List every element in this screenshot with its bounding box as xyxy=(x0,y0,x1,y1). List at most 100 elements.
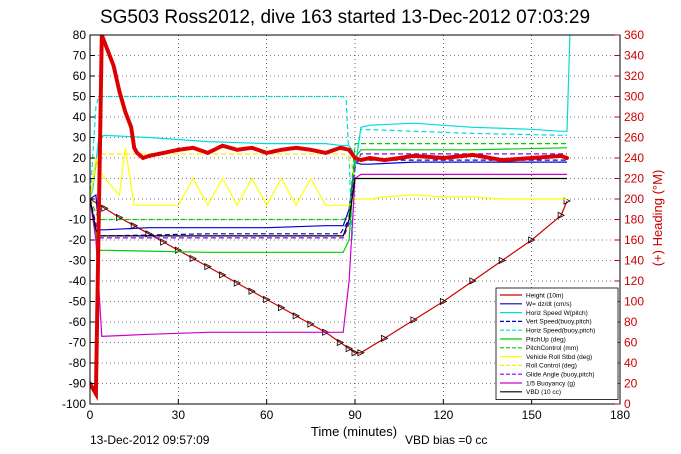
legend-entry: Horiz Speed W(pitch) xyxy=(526,310,588,317)
series-heading-line xyxy=(90,35,569,402)
y-tick-label: 10 xyxy=(73,172,87,186)
series-line-10 xyxy=(90,173,567,338)
y-tick-label: 20 xyxy=(73,151,87,165)
heading-point xyxy=(191,145,195,150)
y-tick-label: 80 xyxy=(73,28,87,42)
y-tick-label: -70 xyxy=(69,336,87,350)
height-marker xyxy=(557,211,566,220)
series-line-1 xyxy=(90,161,567,231)
heading-point xyxy=(382,158,387,162)
legend-entry: PitchControl (mm) xyxy=(526,345,578,352)
y2-tick-label: 180 xyxy=(624,213,644,227)
height-marker xyxy=(469,277,477,285)
heading-point xyxy=(470,153,475,157)
heading-point xyxy=(105,48,110,53)
y-tick-label: -50 xyxy=(69,295,87,309)
y2-tick-label: 300 xyxy=(624,90,644,104)
height-marker xyxy=(498,256,507,265)
y2-tick-label: 100 xyxy=(624,295,644,309)
height-marker xyxy=(189,254,197,263)
series-line-5 xyxy=(90,147,568,253)
height-marker xyxy=(233,279,242,287)
y2-tick-label: 0 xyxy=(624,397,631,411)
legend-box xyxy=(495,287,619,400)
heading-point xyxy=(279,148,284,152)
heading-point xyxy=(565,156,569,160)
height-marker xyxy=(292,312,301,320)
heading-point xyxy=(94,391,98,396)
heading-point xyxy=(161,151,166,155)
height-marker xyxy=(351,349,359,357)
series-layer xyxy=(90,35,571,402)
y-tick-label: 30 xyxy=(73,131,87,145)
y2-axis-label: (+) Heading (°M) xyxy=(650,170,665,267)
heading-point xyxy=(176,148,181,152)
legend-entry: 1/5 Buoyancy (g) xyxy=(526,380,575,387)
height-marker xyxy=(307,320,315,328)
height-marker xyxy=(130,222,139,230)
y2-tick-label: 200 xyxy=(624,192,644,206)
footer-vbd-bias: VBD bias =0 cc xyxy=(405,433,487,447)
y2-axis-ticks: 0 20 40 60 80 100 120 140 160 180 200 220 240 260 280 3… xyxy=(615,28,644,411)
height-marker xyxy=(160,238,168,246)
heading-point xyxy=(135,151,139,155)
series-line-4 xyxy=(90,95,568,241)
heading-point xyxy=(220,143,225,148)
heading-point xyxy=(412,154,416,158)
height-marker xyxy=(336,338,345,347)
y-axis-ticks: -100-90-80-70-60-50-40-30-20-10010203040… xyxy=(62,28,95,411)
y-tick-label: 40 xyxy=(73,110,87,124)
y2-tick-label: 140 xyxy=(624,254,644,268)
height-marker xyxy=(263,295,271,304)
heading-point xyxy=(132,145,136,150)
y-tick-label: -80 xyxy=(69,356,87,370)
y-tick-label: -10 xyxy=(69,213,87,227)
heading-point xyxy=(367,156,372,160)
height-marker xyxy=(204,263,212,271)
heading-point xyxy=(205,151,210,155)
legend-entry: VBD (10 cc) xyxy=(526,389,561,396)
y-tick-label: -90 xyxy=(69,377,87,391)
y-tick-label: 0 xyxy=(79,192,86,206)
legend-entry: PitchUp (deg) xyxy=(526,336,566,343)
heading-point xyxy=(559,154,563,158)
height-marker xyxy=(101,204,109,212)
x-axis-ticks: 0 30 60 90 120 150 180 xyxy=(87,399,630,422)
height-marker xyxy=(381,334,389,343)
heading-point xyxy=(147,154,151,158)
x-tick-label: 120 xyxy=(433,408,453,422)
y2-tick-label: 60 xyxy=(624,336,638,350)
y2-tick-label: 360 xyxy=(624,28,644,42)
heading-point xyxy=(347,148,351,152)
heading-point xyxy=(235,148,240,152)
series-line-2 xyxy=(90,35,571,200)
heading-point xyxy=(500,158,505,162)
y-tick-label: -60 xyxy=(69,315,87,329)
series-line-7 xyxy=(90,147,567,207)
y-tick-label: -30 xyxy=(69,254,87,268)
legend-entry: Glide Angle (buoy,pitch) xyxy=(526,372,595,379)
heading-point xyxy=(294,145,298,150)
heading-point xyxy=(441,156,446,160)
legend-entry: Vehicle Roll Stbd (deg) xyxy=(526,354,592,361)
heading-point xyxy=(250,145,254,150)
x-tick-label: 0 xyxy=(87,408,94,422)
x-tick-label: 150 xyxy=(522,408,542,422)
height-marker xyxy=(248,287,256,295)
y-tick-label: 50 xyxy=(73,90,87,104)
footer-timestamp: 13-Dec-2012 09:57:09 xyxy=(90,433,210,447)
y-tick-label: -40 xyxy=(69,274,87,288)
series-line-6 xyxy=(90,143,567,221)
series-line-0 xyxy=(90,198,568,354)
y2-tick-label: 80 xyxy=(624,315,638,329)
series-line-11 xyxy=(90,177,567,237)
x-axis-label: Time (minutes) xyxy=(311,424,397,439)
heading-point xyxy=(359,158,363,162)
x-tick-label: 60 xyxy=(260,408,274,422)
y2-tick-label: 340 xyxy=(624,49,644,63)
y2-tick-label: 220 xyxy=(624,172,644,186)
height-marker xyxy=(357,349,365,357)
heading-point xyxy=(309,148,313,152)
height-marker xyxy=(528,236,536,244)
